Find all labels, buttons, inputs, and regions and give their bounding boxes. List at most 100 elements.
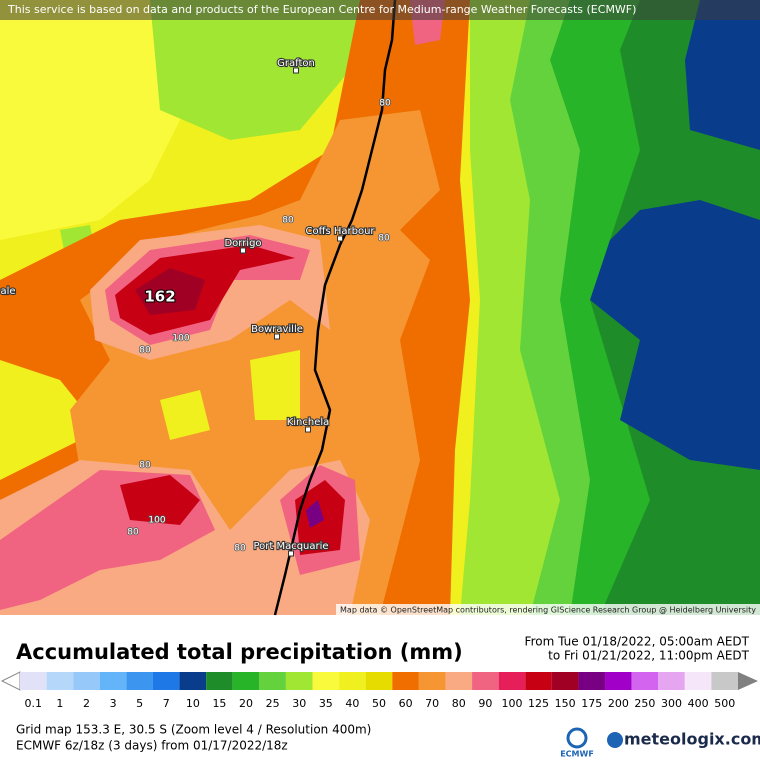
brand-logo — [607, 732, 623, 748]
scale-label: 80 — [452, 697, 466, 710]
scale-color — [206, 672, 233, 690]
scale-label: 500 — [714, 697, 735, 710]
scale-color — [392, 672, 419, 690]
scale-color — [285, 672, 313, 690]
scale-label: 2 — [83, 697, 90, 710]
contour-label: 100 — [148, 516, 165, 526]
place-label: ale — [0, 286, 15, 297]
field — [135, 268, 205, 315]
period-to: to Fri 01/21/2022, 11:00pm AEDT — [548, 649, 750, 663]
scale-label: 1 — [56, 697, 63, 710]
place-marker — [305, 426, 311, 433]
field — [685, 0, 760, 150]
scale-label: 10 — [186, 697, 200, 710]
scale-label: 5 — [136, 697, 143, 710]
scale-arrow-left — [0, 671, 21, 691]
legend-title: Accumulated total precipitation (mm) — [16, 640, 463, 664]
field — [306, 500, 324, 528]
contour-label: 80 — [378, 234, 390, 244]
scale-label: 3 — [110, 697, 117, 710]
scale-color — [418, 672, 446, 690]
coastline — [273, 0, 397, 616]
scale-color — [525, 672, 552, 690]
scale-color — [99, 672, 127, 690]
place-marker — [274, 333, 280, 340]
contour-label: 80 — [282, 216, 294, 226]
ecmwf-text: ECMWF — [560, 750, 594, 759]
scale-label: 100 — [501, 697, 522, 710]
contour-label: 100 — [172, 334, 189, 344]
scale-label: 200 — [608, 697, 629, 710]
scale-color — [232, 672, 260, 690]
contour-label: 80 — [234, 544, 246, 554]
place-marker — [293, 67, 299, 74]
scale-color — [312, 672, 340, 690]
scale-color — [365, 672, 393, 690]
place-label: Port Macquarie — [253, 541, 328, 552]
scale-label: 40 — [345, 697, 359, 710]
scale-color — [259, 672, 286, 690]
scale-color — [578, 672, 606, 690]
scale-label: 20 — [239, 697, 253, 710]
scale-arrow-right — [738, 672, 758, 690]
scale-label: 60 — [399, 697, 413, 710]
scale-label: 50 — [372, 697, 386, 710]
field — [590, 200, 760, 470]
scale-color — [46, 672, 74, 690]
contour-label: 80 — [127, 528, 139, 538]
map-labels: Grafton Coffs Harbour Dorrigo Bowraville Kin… — [0, 57, 392, 557]
scale-label: 15 — [212, 697, 226, 710]
contour-label: 80 — [379, 99, 391, 109]
scale-label: 0.1 — [25, 697, 43, 710]
attribution: Map data © OpenStreetMap contributors, r… — [340, 606, 756, 615]
scale-color — [711, 672, 738, 690]
scale-color — [551, 672, 579, 690]
place-label: Grafton — [277, 58, 315, 69]
scale-label: 7 — [163, 697, 170, 710]
place-marker — [288, 550, 294, 557]
attribution-bg — [336, 604, 760, 615]
field — [120, 475, 345, 555]
scale-label: 90 — [478, 697, 492, 710]
scale-color — [472, 672, 499, 690]
max-label: 162 — [144, 288, 175, 306]
scale-label: 300 — [661, 697, 682, 710]
place-marker — [337, 235, 343, 242]
brand: meteologix.com — [624, 730, 760, 749]
period-from: From Tue 01/18/2022, 05:00am AEDT — [525, 635, 750, 649]
contour-label: 80 — [139, 461, 151, 471]
field — [160, 350, 300, 440]
model-info: ECMWF 6z/18z (3 days) from 01/17/2022/18… — [16, 739, 288, 753]
scale-color — [658, 672, 685, 690]
scale-color — [152, 672, 180, 690]
scale-color — [126, 672, 153, 690]
scale-label: 150 — [555, 697, 576, 710]
scale-label: 250 — [634, 697, 655, 710]
color-scale: 0.1 1 2 3 5 7 10 15 20 25 30 35 40 50 60 70 80 90 100 125 15… — [0, 671, 758, 710]
scale-color — [605, 672, 632, 690]
scale-label: 30 — [292, 697, 306, 710]
notice: This service is based on data and produc… — [7, 3, 636, 16]
scale-color — [179, 672, 207, 690]
notice-bar — [0, 0, 760, 20]
scale-color — [20, 672, 47, 690]
scale-label: 175 — [581, 697, 602, 710]
place-marker — [240, 247, 246, 254]
scale-color — [73, 672, 100, 690]
map: Grafton Coffs Harbour Dorrigo Bowraville Kin… — [0, 0, 760, 616]
scale-color — [445, 672, 473, 690]
contour-label: 80 — [139, 346, 151, 356]
scale-label: 125 — [528, 697, 549, 710]
scale-color — [498, 672, 526, 690]
ecmwf-logo — [566, 727, 588, 749]
scale-label: 35 — [319, 697, 333, 710]
scale-color — [684, 672, 712, 690]
scale-color — [339, 672, 366, 690]
scale-label: 25 — [266, 697, 280, 710]
scale-color — [631, 672, 659, 690]
place-label: Coffs Harbour — [305, 226, 375, 237]
place-label: Bowraville — [251, 324, 303, 335]
grid-info: Grid map 153.3 E, 30.5 S (Zoom level 4 /… — [16, 723, 371, 737]
